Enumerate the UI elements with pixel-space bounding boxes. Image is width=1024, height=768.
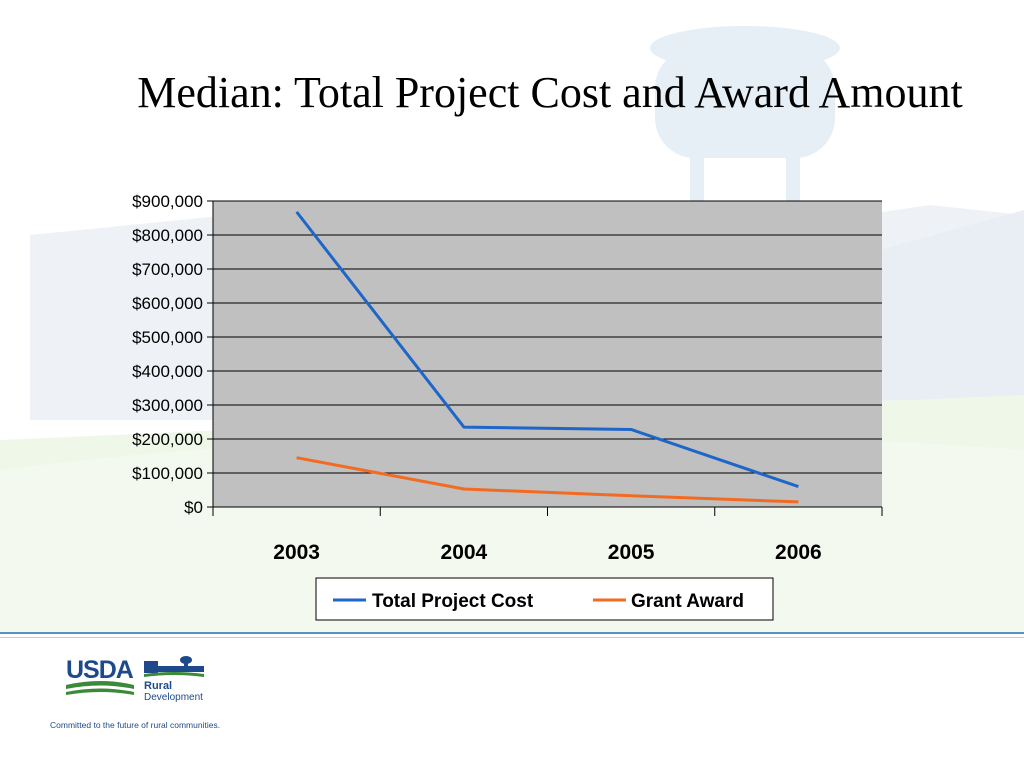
development-text: Development (144, 692, 203, 703)
footer-tagline: Committed to the future of rural communi… (50, 720, 221, 730)
usda-logo-swoosh-2 (66, 688, 134, 695)
y-tick-label: $800,000 (132, 226, 203, 245)
y-tick-label: $100,000 (132, 464, 203, 483)
rural-text: Rural (144, 680, 172, 692)
y-tick-label: $500,000 (132, 328, 203, 347)
series-lines (295, 210, 799, 504)
x-tick-label: 2006 (775, 541, 822, 564)
usda-logo-swoosh (66, 681, 134, 689)
x-axis: 2003 2004 2005 2006 (212, 506, 883, 564)
x-tick-label: 2005 (608, 541, 655, 564)
legend-box (315, 577, 774, 621)
y-axis: $0 $100,000 $200,000 $300,000 $400,000 $500,0… (132, 192, 214, 517)
legend: Total Project Cost Grant Award (315, 577, 774, 621)
y-tick-label: $400,000 (132, 362, 203, 381)
usda-logo-text: USDA (66, 656, 134, 684)
y-tick-label: $700,000 (132, 260, 203, 279)
rural-development-emblem (144, 656, 204, 677)
plot-area (213, 201, 882, 507)
x-tick-label: 2003 (273, 541, 320, 564)
series-line-grant-award (296, 456, 799, 504)
footer-rule (0, 632, 1024, 634)
legend-label-total-project-cost: Total Project Cost (372, 591, 534, 612)
footer-rule-thin (0, 637, 1024, 638)
legend-label-grant-award: Grant Award (631, 591, 744, 612)
y-tick-label: $600,000 (132, 294, 203, 313)
y-tick-label: $900,000 (132, 192, 203, 211)
y-tick-label: $0 (184, 498, 203, 517)
x-tick-label: 2004 (441, 541, 488, 564)
y-tick-label: $300,000 (132, 396, 203, 415)
y-tick-label: $200,000 (132, 430, 203, 449)
line-chart: $0 $100,000 $200,000 $300,000 $400,000 $500,0… (132, 192, 883, 621)
series-line-total-project-cost (295, 210, 799, 489)
slide-title: Median: Total Project Cost and Award Amo… (137, 68, 963, 117)
usda-rural-development-logo: USDA Rural Development (66, 656, 204, 703)
